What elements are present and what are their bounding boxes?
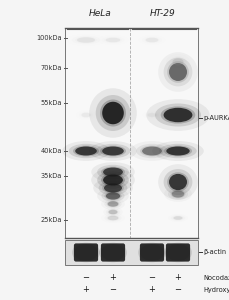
Ellipse shape	[167, 172, 189, 192]
Text: p-AURKA-T288: p-AURKA-T288	[203, 115, 229, 121]
Ellipse shape	[100, 100, 126, 127]
Ellipse shape	[96, 144, 130, 158]
Text: −: −	[174, 286, 182, 295]
Text: Hydroxyurea: Hydroxyurea	[203, 287, 229, 293]
Ellipse shape	[166, 146, 190, 155]
Ellipse shape	[109, 210, 117, 214]
Ellipse shape	[97, 165, 129, 179]
Ellipse shape	[169, 174, 187, 190]
Ellipse shape	[155, 103, 201, 127]
Ellipse shape	[106, 192, 120, 200]
Ellipse shape	[172, 58, 185, 66]
Ellipse shape	[89, 141, 137, 161]
Ellipse shape	[169, 63, 187, 81]
Ellipse shape	[102, 102, 124, 124]
Ellipse shape	[146, 38, 158, 42]
FancyBboxPatch shape	[140, 243, 164, 262]
Ellipse shape	[101, 190, 125, 202]
Ellipse shape	[159, 144, 197, 158]
Ellipse shape	[75, 146, 97, 155]
Ellipse shape	[164, 169, 192, 195]
Ellipse shape	[82, 113, 90, 117]
Ellipse shape	[93, 178, 133, 198]
Ellipse shape	[140, 146, 164, 156]
Ellipse shape	[106, 201, 120, 207]
Text: 35kDa: 35kDa	[41, 173, 62, 179]
Text: Nocodazole: Nocodazole	[203, 275, 229, 281]
Ellipse shape	[147, 113, 156, 117]
Text: +: +	[174, 274, 181, 283]
Ellipse shape	[99, 181, 127, 195]
Ellipse shape	[168, 188, 188, 200]
Ellipse shape	[77, 37, 95, 43]
Ellipse shape	[106, 215, 120, 221]
Ellipse shape	[96, 95, 130, 131]
Ellipse shape	[170, 190, 185, 198]
Bar	[65, 28, 198, 238]
Ellipse shape	[158, 52, 198, 92]
Ellipse shape	[158, 164, 198, 200]
Ellipse shape	[97, 171, 129, 189]
Ellipse shape	[140, 244, 164, 261]
Ellipse shape	[152, 141, 204, 161]
Bar	[65, 240, 198, 265]
Text: HT-29: HT-29	[150, 9, 176, 18]
Ellipse shape	[172, 190, 184, 198]
Ellipse shape	[104, 184, 122, 193]
Ellipse shape	[174, 216, 183, 220]
Text: +: +	[149, 286, 155, 295]
Ellipse shape	[106, 38, 120, 42]
FancyBboxPatch shape	[166, 243, 190, 262]
Text: 100kDa: 100kDa	[36, 35, 62, 41]
Ellipse shape	[164, 243, 192, 262]
Ellipse shape	[142, 146, 162, 155]
Text: β-actin: β-actin	[203, 249, 226, 255]
Ellipse shape	[62, 141, 110, 161]
Text: 40kDa: 40kDa	[41, 148, 62, 154]
Ellipse shape	[108, 216, 118, 220]
Ellipse shape	[164, 146, 192, 156]
Ellipse shape	[72, 243, 100, 262]
Ellipse shape	[101, 167, 125, 177]
Ellipse shape	[69, 144, 103, 158]
Ellipse shape	[108, 201, 118, 207]
Ellipse shape	[73, 146, 99, 156]
Ellipse shape	[99, 243, 127, 262]
Ellipse shape	[100, 146, 126, 156]
Ellipse shape	[164, 108, 192, 122]
Ellipse shape	[146, 99, 210, 131]
Text: 25kDa: 25kDa	[41, 217, 62, 223]
FancyBboxPatch shape	[74, 243, 98, 262]
Ellipse shape	[104, 192, 122, 200]
Ellipse shape	[166, 244, 190, 261]
Ellipse shape	[102, 146, 124, 155]
Text: +: +	[83, 286, 90, 295]
Ellipse shape	[103, 175, 123, 185]
Ellipse shape	[136, 144, 168, 158]
Text: +: +	[109, 274, 116, 283]
Ellipse shape	[173, 58, 183, 66]
Text: −: −	[148, 274, 155, 283]
Ellipse shape	[103, 167, 123, 176]
Ellipse shape	[167, 61, 189, 83]
Text: 70kDa: 70kDa	[41, 65, 62, 71]
Ellipse shape	[102, 183, 124, 194]
Ellipse shape	[164, 58, 192, 86]
Ellipse shape	[161, 106, 195, 124]
Ellipse shape	[101, 244, 125, 261]
Text: 55kDa: 55kDa	[41, 100, 62, 106]
Ellipse shape	[138, 243, 166, 262]
Text: −: −	[82, 274, 90, 283]
Ellipse shape	[91, 162, 135, 182]
Ellipse shape	[101, 173, 125, 187]
Text: −: −	[109, 286, 117, 295]
Text: HeLa: HeLa	[89, 9, 111, 18]
Ellipse shape	[74, 244, 98, 261]
FancyBboxPatch shape	[101, 243, 125, 262]
Ellipse shape	[91, 168, 135, 192]
Ellipse shape	[89, 88, 137, 138]
